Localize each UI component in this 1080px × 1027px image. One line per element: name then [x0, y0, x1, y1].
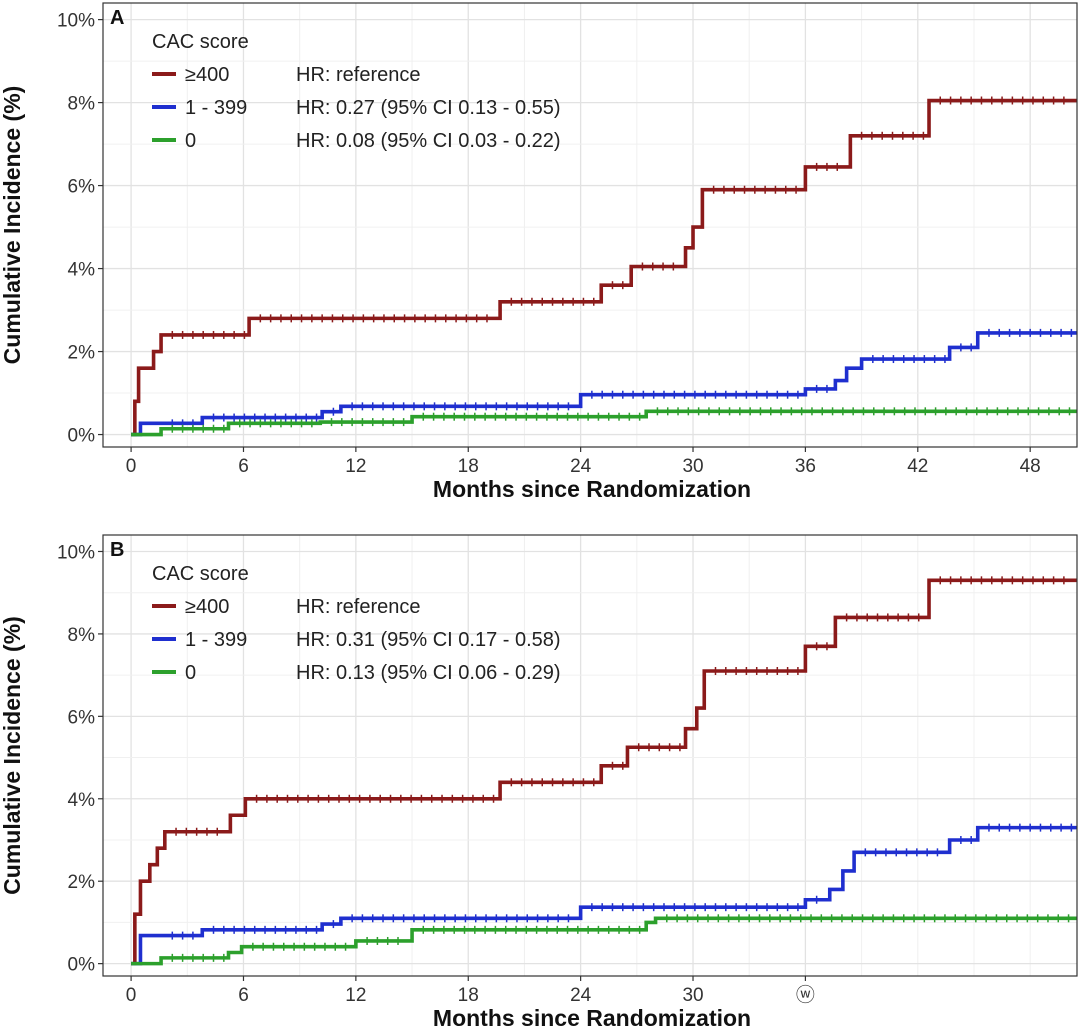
panel-label: A [110, 7, 124, 29]
x-tick-label: 18 [458, 985, 479, 1006]
y-tick-label: 6% [68, 177, 96, 198]
gridlines [103, 535, 1077, 976]
x-tick-label: 30 [682, 985, 703, 1006]
series-line-3 [131, 409, 1077, 437]
legend-hr: HR: 0.31 (95% CI 0.17 - 0.58) [296, 629, 561, 651]
x-tick-label: 0 [126, 985, 137, 1006]
legend-hr: HR: 0.08 (95% CI 0.03 - 0.22) [296, 130, 561, 152]
plot-background [103, 535, 1077, 976]
x-tick-label: 24 [570, 456, 592, 477]
gridlines [103, 3, 1077, 447]
x-tick-label: 24 [570, 985, 592, 1006]
y-axis-title: Cumulative Incidence (%) [0, 86, 25, 365]
legend-title: CAC score [152, 563, 249, 585]
x-tick-label: 6 [238, 456, 249, 477]
x-tick-label: 48 [1020, 456, 1041, 477]
series-line-1 [131, 578, 1077, 966]
y-tick-label: 4% [68, 260, 96, 281]
legend-label: ≥400 [185, 64, 229, 86]
censor-marks-2 [171, 328, 1073, 428]
plot-background [103, 3, 1077, 447]
legend-label: 0 [185, 130, 196, 152]
x-tick-label: 6 [238, 985, 249, 1006]
y-tick-label: 0% [68, 955, 96, 976]
x-tick-label: 36 [795, 456, 816, 477]
x-tick-label: 12 [345, 985, 366, 1006]
y-tick-label: 8% [68, 94, 96, 115]
legend-label: ≥400 [185, 596, 229, 618]
y-tick-label: 6% [68, 707, 96, 728]
x-tick-label: 12 [345, 456, 366, 477]
x-tick-label: 0 [126, 456, 137, 477]
legend-label: 0 [185, 662, 196, 684]
x-axis-title: Months since Randomization [433, 476, 751, 502]
x-axis-title: Months since Randomization [433, 1005, 751, 1027]
y-tick-label: 2% [68, 872, 96, 893]
plot-border [102, 534, 1078, 977]
censor-marks-1 [171, 96, 1065, 339]
panel-a: 0% 2% 4% 6% 8% 10% 0 6 12 18 24 30 36 42 48 Months sinc… [0, 2, 1078, 502]
series-line-2 [131, 331, 1077, 437]
series-line-3 [131, 916, 1077, 966]
panel-b: 0% 2% 4% 6% 8% 10% 0 6 12 18 24 30 ⓦ Months since Ran… [0, 534, 1078, 1027]
y-tick-label: 10% [57, 11, 95, 32]
y-tick-label: 4% [68, 790, 96, 811]
legend-hr: HR: 0.27 (95% CI 0.13 - 0.55) [296, 97, 561, 119]
censor-marks-1 [175, 576, 1065, 836]
x-tick-label: ⓦ [796, 984, 815, 1006]
y-tick-label: 0% [68, 426, 96, 447]
legend-label: 1 - 399 [185, 629, 247, 651]
x-tick-label: 18 [458, 456, 479, 477]
legend: CAC score ≥400 HR: reference 1 - 399 HR: 0.3… [152, 563, 561, 684]
x-tick-label: 30 [682, 456, 703, 477]
legend-hr: HR: 0.13 (95% CI 0.06 - 0.29) [296, 662, 561, 684]
plot-border [102, 2, 1078, 448]
y-tick-label: 10% [57, 542, 95, 563]
censor-marks-3 [171, 914, 1070, 962]
censor-marks-3 [171, 407, 1071, 433]
series-line-1 [131, 98, 1077, 437]
legend-hr: HR: reference [296, 64, 421, 86]
legend: CAC score ≥400 HR: reference 1 - 399 HR: 0.2… [152, 31, 561, 152]
panel-label: B [110, 539, 124, 561]
y-tick-label: 8% [68, 625, 96, 646]
x-tick-label: 42 [907, 456, 928, 477]
y-tick-label: 2% [68, 343, 96, 364]
series-line-2 [131, 825, 1077, 966]
legend-hr: HR: reference [296, 596, 421, 618]
legend-label: 1 - 399 [185, 97, 247, 119]
censor-marks-2 [171, 823, 1073, 940]
y-axis-title: Cumulative Incidence (%) [0, 616, 25, 895]
legend-title: CAC score [152, 31, 249, 53]
